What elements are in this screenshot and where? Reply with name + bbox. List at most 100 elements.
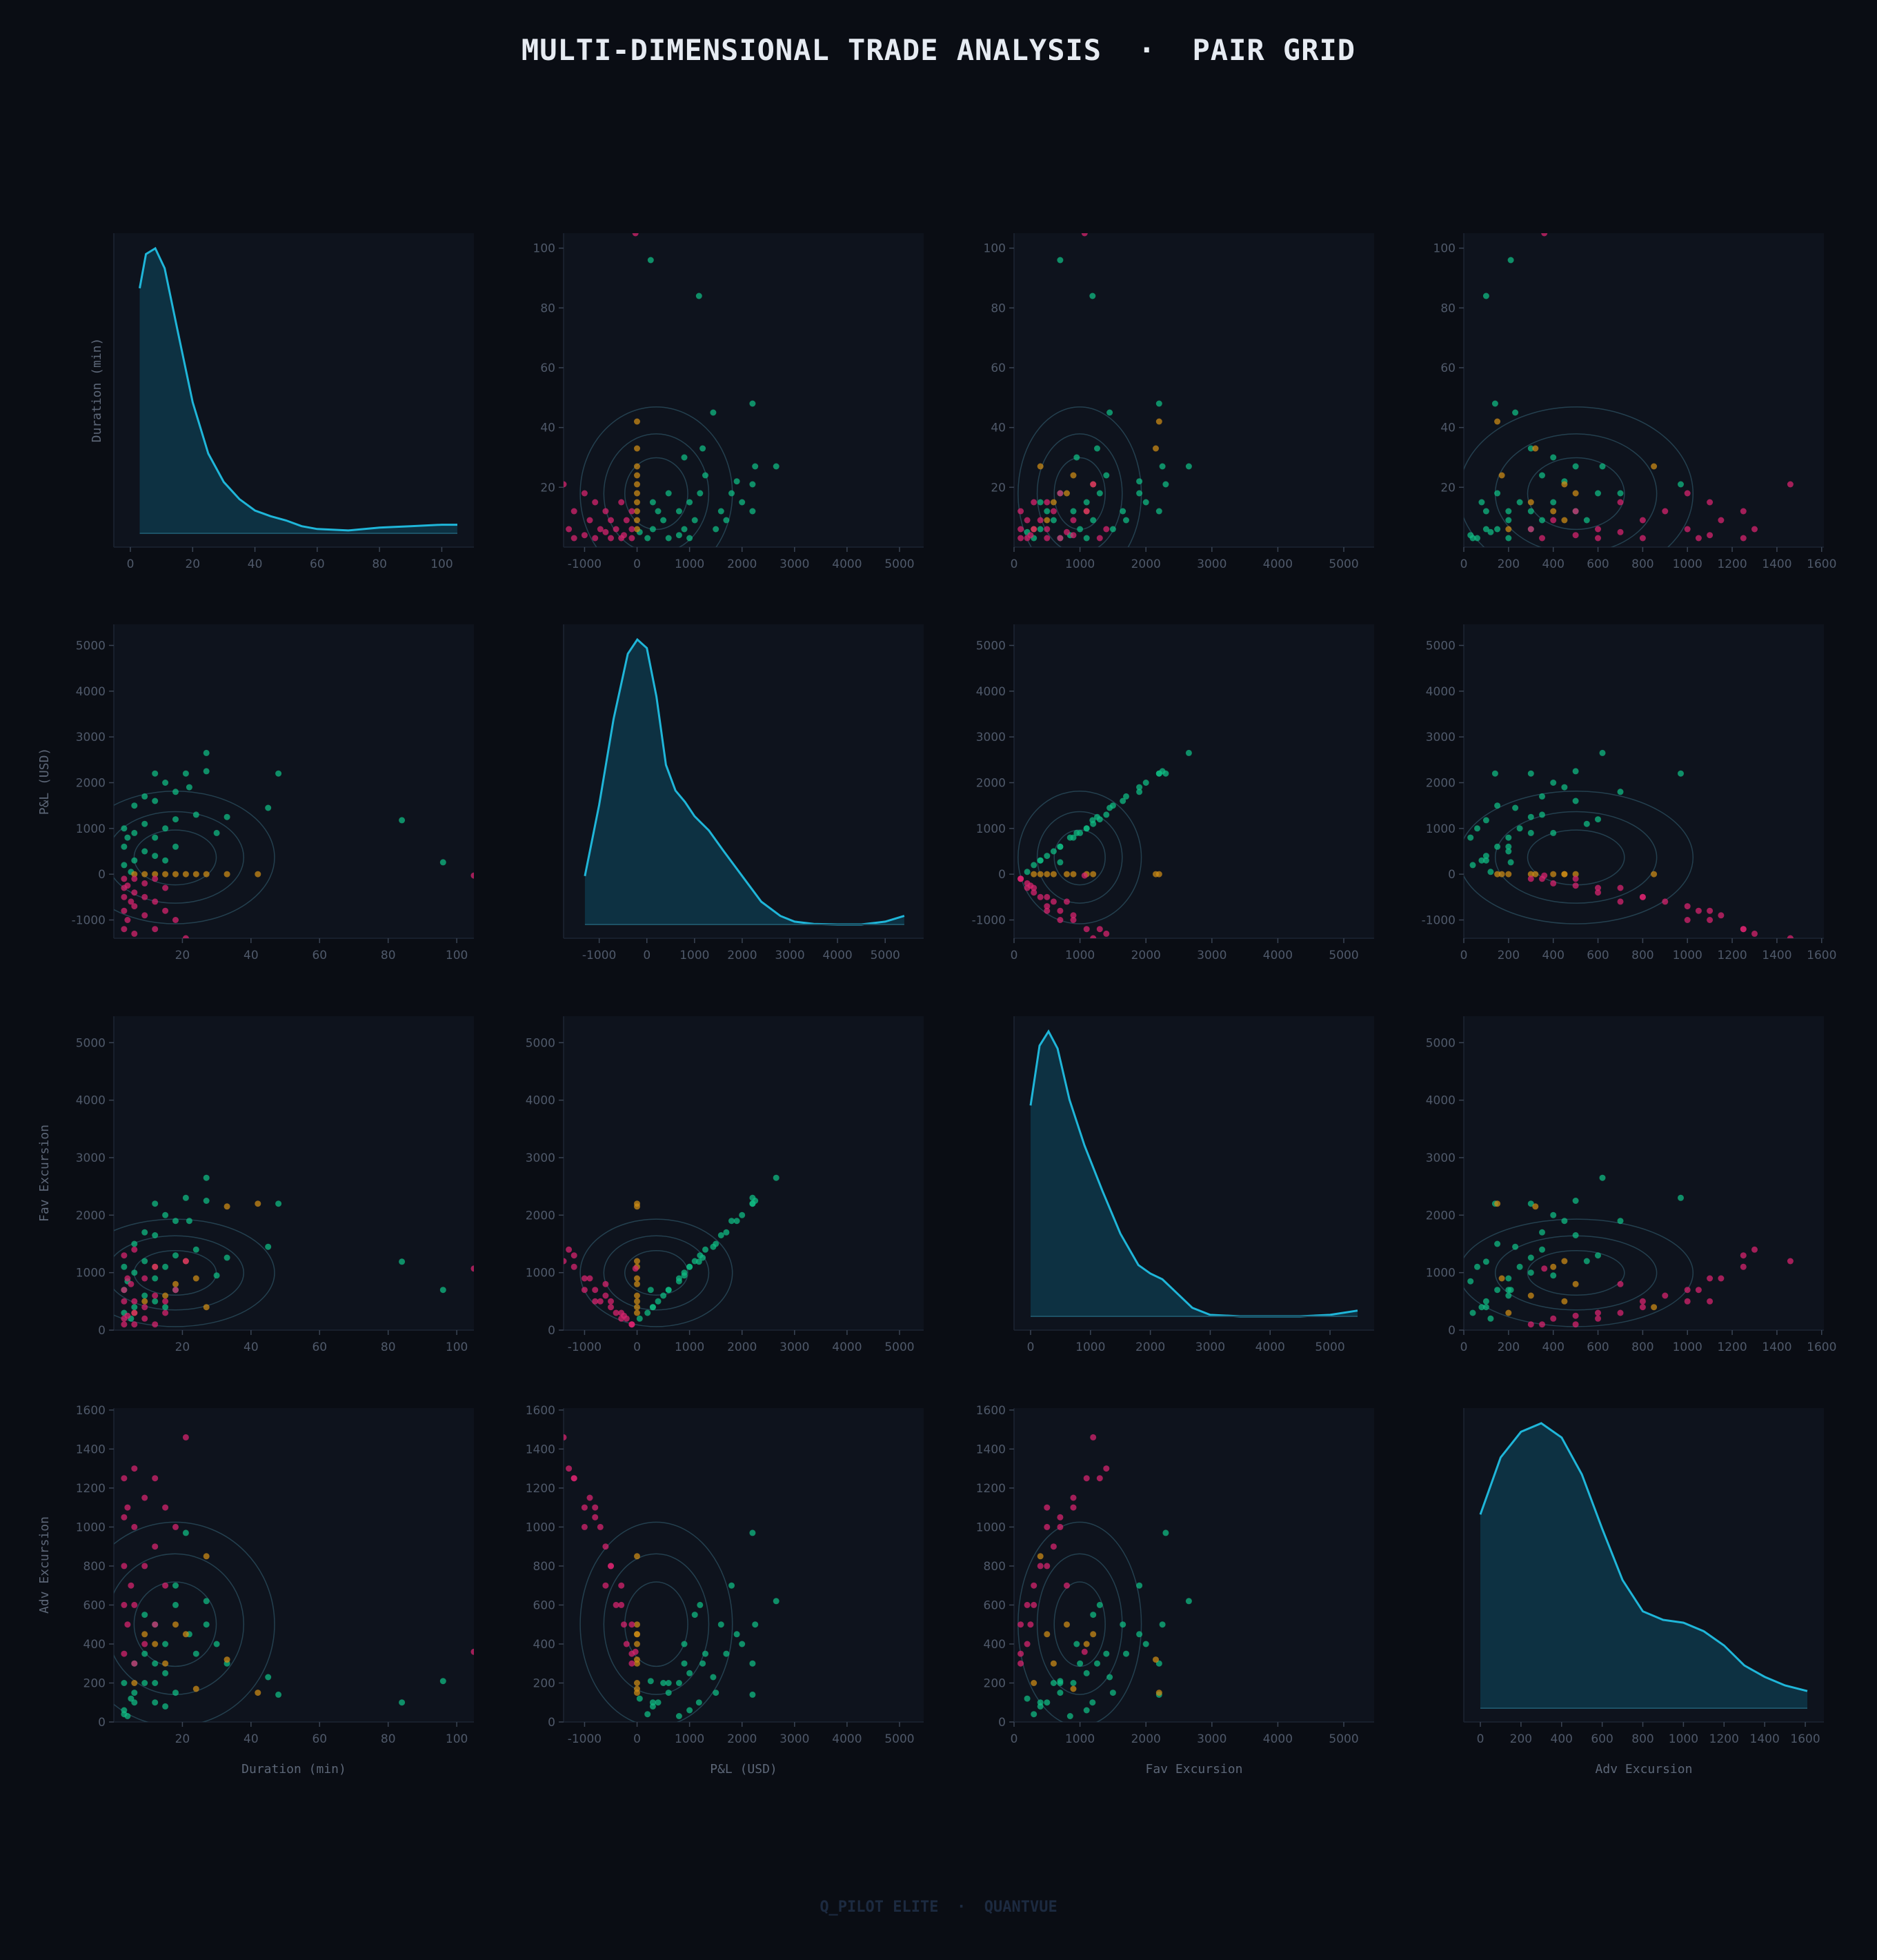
x-tick-label: 1000 bbox=[1669, 1732, 1698, 1746]
scatter-point bbox=[1123, 793, 1129, 800]
scatter-point bbox=[1707, 917, 1714, 923]
scatter-point bbox=[1572, 1198, 1579, 1204]
kde-area bbox=[1480, 1423, 1807, 1708]
scatter-point bbox=[172, 1582, 179, 1589]
scatter-point bbox=[124, 1504, 131, 1511]
scatter-point bbox=[131, 1246, 138, 1253]
scatter-point bbox=[608, 1298, 614, 1305]
scatter-point bbox=[1505, 535, 1512, 542]
scatter-point bbox=[186, 1218, 192, 1225]
scatter-point bbox=[162, 1703, 169, 1710]
scatter-point bbox=[1064, 528, 1070, 535]
panel-p-l-usd-vs-adv-excursion: 0 200 400 600 800 1000 1200 1400 1600 -1000 0 1000 2… bbox=[1422, 624, 1836, 962]
panel-background bbox=[564, 1408, 924, 1722]
scatter-point bbox=[695, 1699, 702, 1706]
y-tick-label: 4000 bbox=[1426, 1094, 1456, 1108]
scatter-point bbox=[681, 1269, 688, 1276]
y-tick-label: 100 bbox=[1433, 242, 1456, 256]
y-tick-label: 3000 bbox=[1426, 1151, 1456, 1165]
y-tick-label: 1000 bbox=[1426, 1267, 1456, 1280]
scatter-point bbox=[1505, 1275, 1512, 1282]
scatter-point bbox=[1494, 802, 1501, 809]
scatter-point bbox=[1077, 1660, 1084, 1667]
scatter-point bbox=[1662, 508, 1669, 515]
y-tick-label: 20 bbox=[991, 481, 1006, 495]
scatter-point bbox=[141, 1680, 148, 1686]
x-tick-label: 2000 bbox=[1131, 949, 1161, 962]
scatter-point bbox=[399, 1699, 406, 1706]
x-tick-label: 600 bbox=[1587, 1340, 1609, 1354]
scatter-point bbox=[1057, 1680, 1064, 1686]
scatter-point bbox=[121, 1514, 128, 1521]
scatter-point bbox=[1037, 893, 1044, 900]
scatter-point bbox=[1031, 1601, 1037, 1608]
scatter-point bbox=[1505, 834, 1512, 841]
kde-contour bbox=[603, 1553, 710, 1695]
scatter-point bbox=[634, 1621, 640, 1628]
scatter-point bbox=[699, 1660, 706, 1667]
kde-contour bbox=[114, 1521, 275, 1722]
x-tick-label: 3000 bbox=[1197, 949, 1226, 962]
scatter-point bbox=[1740, 535, 1747, 542]
scatter-point bbox=[1572, 768, 1579, 775]
scatter-point bbox=[1064, 1621, 1070, 1628]
scatter-point bbox=[634, 490, 640, 497]
x-tick-label: 1600 bbox=[1807, 949, 1836, 962]
x-tick-label: 400 bbox=[1542, 1340, 1564, 1354]
scatter-point bbox=[1482, 853, 1489, 860]
scatter-point bbox=[1057, 490, 1064, 497]
x-tick-label: 1200 bbox=[1717, 949, 1747, 962]
panel-fav-excursion-vs-fav-excursion: 0 1000 2000 3000 4000 5000 bbox=[1013, 1016, 1374, 1354]
scatter-point bbox=[1031, 1711, 1037, 1718]
scatter-point bbox=[1083, 508, 1090, 515]
y-tick-label: 80 bbox=[991, 301, 1006, 315]
scatter-point bbox=[597, 526, 604, 533]
panel-background bbox=[1014, 624, 1374, 938]
scatter-point bbox=[681, 1660, 688, 1667]
scatter-point bbox=[1083, 1707, 1090, 1714]
y-tick-label: 40 bbox=[991, 422, 1006, 435]
y-tick-label: 400 bbox=[83, 1638, 106, 1652]
scatter-point bbox=[265, 804, 272, 811]
panel-p-l-usd-vs-duration-min: 20 40 60 80 100 -1000 0 1000 2000 3000 4000 5000 P&L… bbox=[37, 624, 474, 962]
x-tick-label: 5000 bbox=[884, 1340, 914, 1354]
scatter-point bbox=[602, 1280, 609, 1287]
x-tick-label: 1000 bbox=[679, 949, 709, 962]
scatter-point bbox=[1153, 871, 1159, 878]
scatter-point bbox=[1070, 1685, 1077, 1692]
kde-contour bbox=[133, 1581, 217, 1667]
scatter-point bbox=[131, 802, 138, 809]
scatter-point bbox=[773, 1598, 779, 1605]
scatter-point bbox=[162, 1298, 169, 1305]
scatter-point bbox=[1539, 875, 1545, 882]
y-tick-label: 0 bbox=[998, 1716, 1006, 1730]
scatter-point bbox=[1595, 1309, 1601, 1316]
kde-contour bbox=[114, 811, 245, 904]
page-title: MULTI-DIMENSIONAL TRADE ANALYSIS · PAIR … bbox=[521, 33, 1356, 67]
scatter-point bbox=[470, 1648, 474, 1655]
scatter-point bbox=[1527, 508, 1534, 515]
scatter-point bbox=[1070, 508, 1077, 515]
scatter-point bbox=[192, 1275, 199, 1282]
scatter-point bbox=[1695, 907, 1702, 914]
scatter-point bbox=[1478, 499, 1485, 506]
x-tick-label: -1000 bbox=[568, 557, 602, 571]
x-axis-label: P&L (USD) bbox=[710, 1762, 777, 1776]
scatter-point bbox=[1017, 535, 1024, 542]
scatter-point bbox=[717, 508, 724, 515]
scatter-point bbox=[1066, 1713, 1073, 1719]
scatter-point bbox=[1103, 1650, 1110, 1657]
scatter-point bbox=[1561, 871, 1568, 878]
scatter-point bbox=[1487, 1315, 1494, 1322]
scatter-point bbox=[1595, 1315, 1601, 1322]
scatter-point bbox=[647, 257, 654, 264]
x-tick-label: 1000 bbox=[1673, 949, 1702, 962]
x-tick-label: 400 bbox=[1542, 557, 1564, 571]
scatter-point bbox=[399, 817, 406, 824]
scatter-point bbox=[602, 528, 609, 535]
scatter-point bbox=[602, 1582, 609, 1589]
y-tick-label: 1600 bbox=[976, 1404, 1006, 1418]
scatter-point bbox=[1037, 1699, 1044, 1706]
scatter-point bbox=[255, 1690, 261, 1696]
